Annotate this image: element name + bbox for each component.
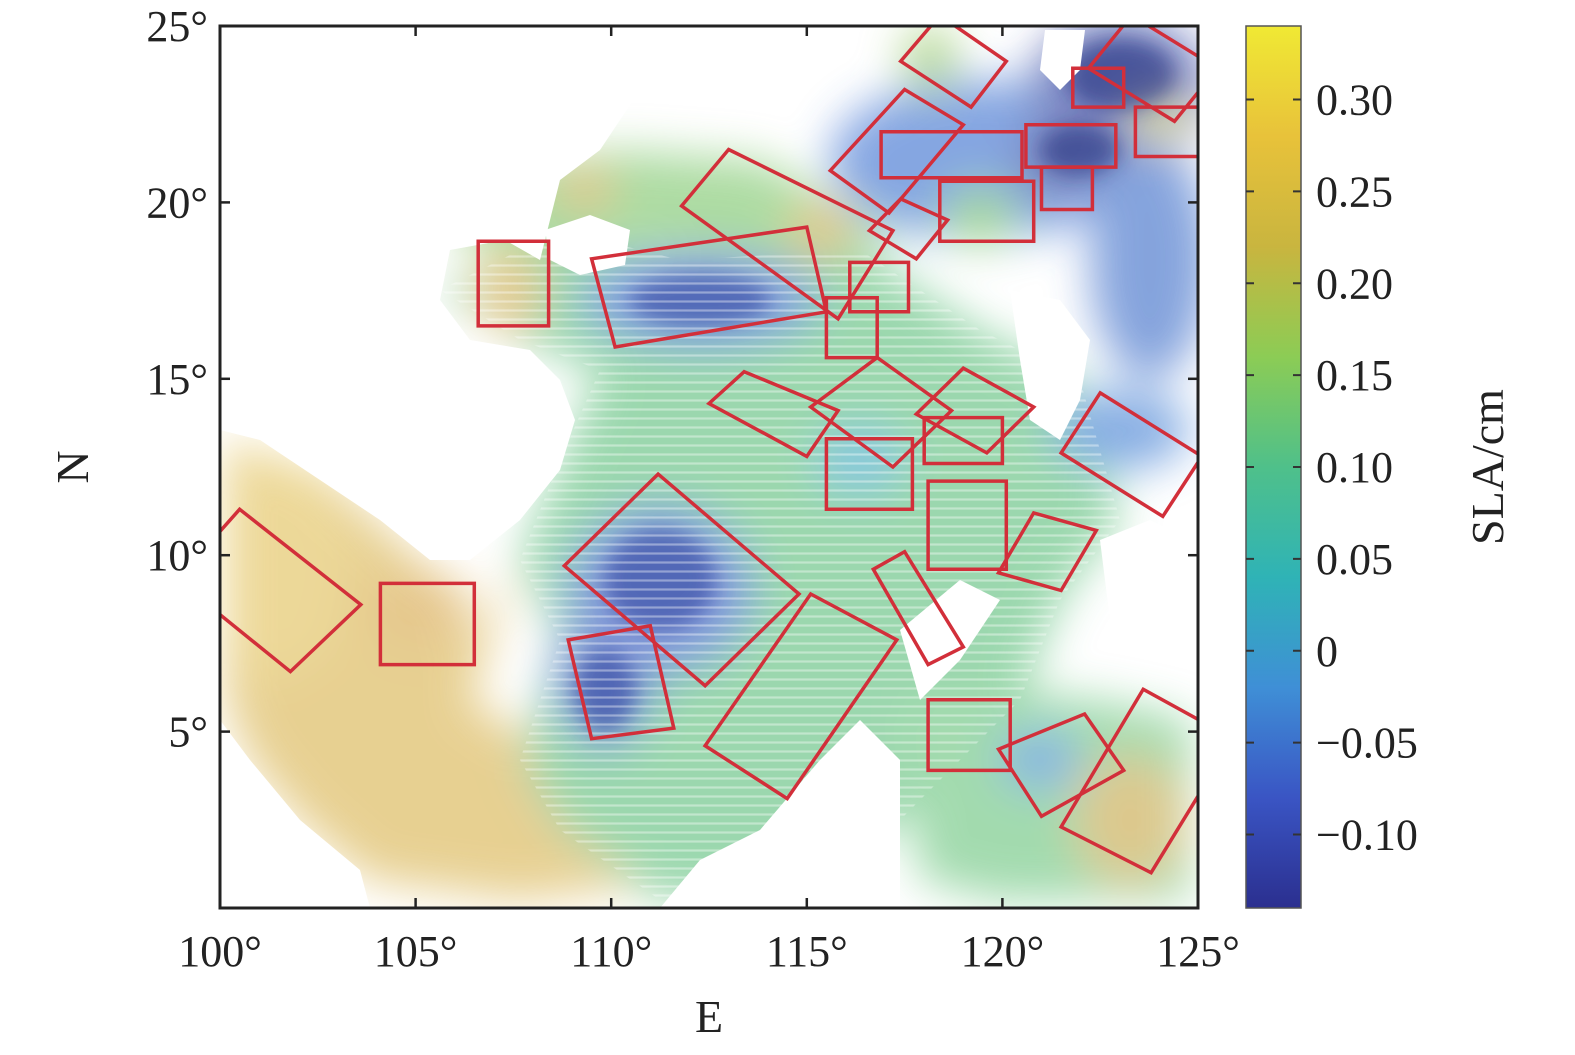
colorbar-tick-label: 0.05 <box>1316 535 1393 584</box>
x-tick-label: 110° <box>570 927 652 976</box>
eddy-box-21 <box>1058 390 1198 519</box>
eddy-boxes <box>220 26 1198 875</box>
colorbar-tick-label: 0.20 <box>1316 259 1393 308</box>
y-tick-label: 20° <box>146 178 208 227</box>
plot-frame <box>218 24 1200 910</box>
eddy-box-10 <box>679 147 896 322</box>
eddy-box-7 <box>1024 123 1118 169</box>
colorbar-tick-label: 0 <box>1316 627 1338 676</box>
eddy-box-3 <box>1071 66 1126 109</box>
eddy-box-14 <box>589 225 829 349</box>
eddy-box-25 <box>220 506 364 674</box>
eddy-box-29 <box>702 591 900 801</box>
eddy-box-8 <box>1039 165 1095 212</box>
eddy-box-19 <box>922 415 1005 466</box>
colorbar-tick-label: 0.10 <box>1316 443 1393 492</box>
colorbar-ticks: 0.30 0.25 0.20 0.15 0.10 0.05 0 −0.05 −0.10 <box>1246 76 1418 860</box>
eddy-box-32 <box>1058 686 1198 875</box>
eddy-box-9 <box>938 179 1036 243</box>
eddy-box-31 <box>995 711 1127 819</box>
eddy-box-4 <box>1133 105 1198 159</box>
x-tick-label: 105° <box>374 927 458 976</box>
eddy-box-12 <box>848 260 911 314</box>
x-tick-label: 115° <box>766 927 848 976</box>
eddy-box-15 <box>476 239 551 328</box>
eddy-box-18 <box>913 366 1037 456</box>
colorbar-tick-label: 0.15 <box>1316 351 1393 400</box>
y-tick-label: 15° <box>146 355 208 404</box>
colorbar-tick-label: 0.30 <box>1316 76 1393 125</box>
eddy-box-27 <box>566 623 676 741</box>
y-tick-label: 10° <box>146 531 208 580</box>
colorbar-tick-label: −0.10 <box>1316 811 1418 860</box>
eddy-box-23 <box>995 510 1099 593</box>
eddy-box-28 <box>870 549 966 667</box>
eddy-box-22 <box>926 479 1009 572</box>
x-tick-label: 120° <box>961 927 1045 976</box>
eddy-box-17 <box>807 355 955 470</box>
land-mask <box>220 26 1190 908</box>
sla-contour-field <box>220 26 1198 908</box>
y-axis-title: N <box>47 450 98 483</box>
x-axis-title: E <box>695 991 723 1042</box>
eddy-box-24 <box>561 471 802 689</box>
colorbar-tick-label: 0.25 <box>1316 167 1393 216</box>
colorbar-label: SLA/cm <box>1462 389 1513 545</box>
x-tick-label: 100° <box>178 927 262 976</box>
eddy-box-1 <box>898 26 1009 110</box>
eddy-box-11 <box>866 196 951 262</box>
colorbar-tick-label: −0.05 <box>1316 719 1418 768</box>
colorbar <box>1245 25 1302 909</box>
eddy-box-16 <box>705 369 841 459</box>
x-axis: 100° 105° 110° 115° 120° 125° <box>178 26 1240 976</box>
y-axis: 5° 10° 15° 20° 25° <box>146 2 1198 757</box>
eddy-box-2 <box>1085 26 1198 124</box>
x-tick-label: 125° <box>1156 927 1240 976</box>
y-tick-label: 25° <box>146 2 208 51</box>
eddy-box-6 <box>879 130 1024 180</box>
y-tick-label: 5° <box>168 708 208 757</box>
eddy-box-26 <box>378 581 477 667</box>
eddy-box-20 <box>824 437 915 512</box>
